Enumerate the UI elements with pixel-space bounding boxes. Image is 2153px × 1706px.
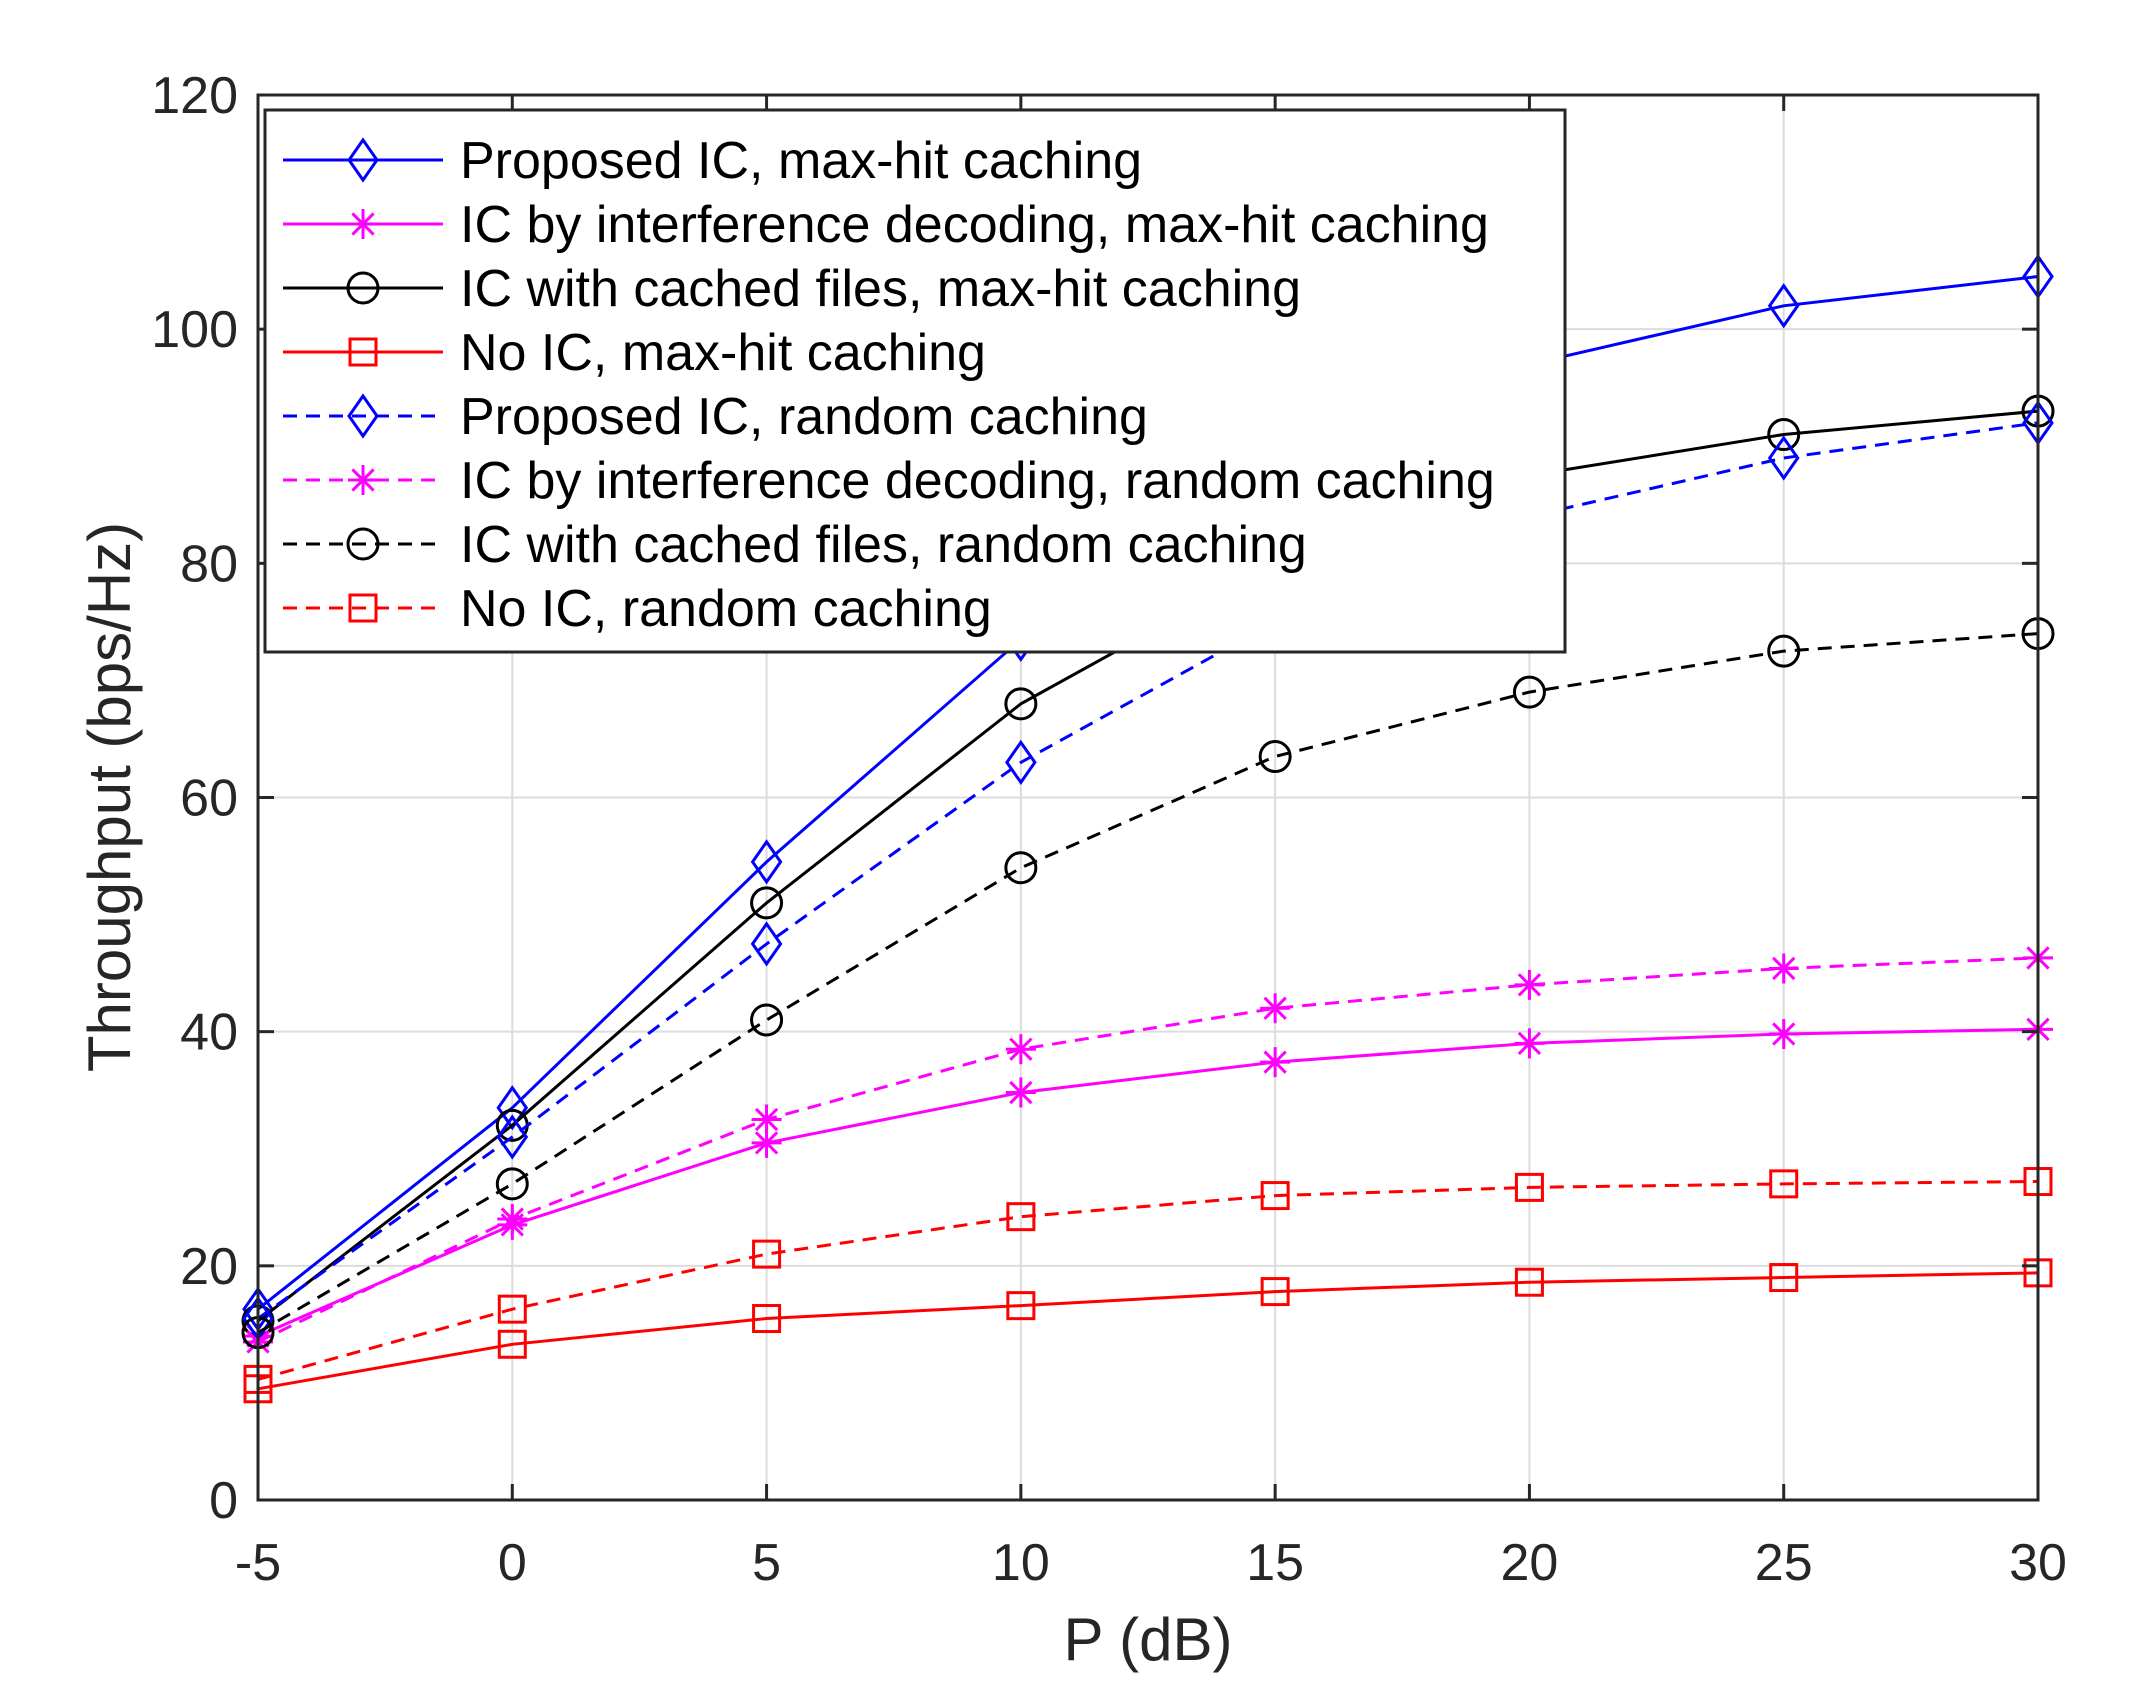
series-line [257, 1027, 2039, 1338]
data-point-marker [752, 1239, 782, 1269]
legend-marker-sample [348, 465, 378, 495]
data-point-marker [496, 1114, 529, 1160]
data-point-marker [497, 1294, 527, 1324]
y-tick-label: 100 [151, 301, 238, 359]
data-point-marker [751, 1127, 782, 1158]
x-tick-label: 10 [992, 1534, 1050, 1592]
data-point-marker [1512, 675, 1546, 709]
series-line [257, 1271, 2039, 1391]
x-tick-label: 30 [2009, 1534, 2067, 1592]
y-tick-label: 60 [180, 770, 238, 828]
data-point-marker [1514, 1028, 1545, 1059]
data-point-marker [750, 839, 783, 885]
y-tick-label: 20 [180, 1238, 238, 1296]
data-point-marker [1004, 851, 1038, 885]
legend-entry: IC with cached files, max-hit caching [283, 260, 1301, 318]
legend-marker-sample [346, 527, 380, 561]
data-point-marker [1767, 418, 1801, 452]
legend-marker-sample [348, 593, 378, 623]
data-point-marker [1768, 1019, 1799, 1050]
legend-entry: IC by interference decoding, random cach… [283, 452, 1495, 510]
data-point-marker [1258, 740, 1292, 774]
legend-marker-sample [347, 393, 379, 439]
legend-label: Proposed IC, random caching [460, 388, 1148, 446]
data-point-marker [1260, 1277, 1290, 1307]
x-tick-label: 5 [752, 1534, 781, 1592]
series-line [257, 632, 2039, 1334]
data-point-marker [497, 1329, 527, 1359]
x-tick-label: -5 [235, 1534, 281, 1592]
legend-entry: No IC, random caching [283, 580, 992, 638]
data-point-marker [1260, 993, 1291, 1024]
legend-entry: No IC, max-hit caching [283, 324, 986, 382]
x-tick-label: 25 [1755, 1534, 1813, 1592]
y-tick-label: 0 [209, 1472, 238, 1530]
legend-label: IC by interference decoding, max-hit cac… [460, 196, 1489, 254]
legend-label: No IC, max-hit caching [460, 324, 986, 382]
data-point-marker [1767, 283, 1800, 329]
x-tick-label: 0 [498, 1534, 527, 1592]
legend-entry: Proposed IC, max-hit caching [283, 132, 1142, 190]
legend-entry: Proposed IC, random caching [283, 388, 1148, 446]
x-axis-label: P (dB) [1064, 1606, 1233, 1673]
legend-label: IC with cached files, max-hit caching [460, 260, 1301, 318]
data-point-marker [1004, 687, 1038, 721]
legend-marker-sample [348, 337, 378, 367]
legend-marker-sample [346, 271, 380, 305]
data-point-marker [1006, 1291, 1036, 1321]
y-tick-label: 120 [151, 67, 238, 125]
legend-label: IC with cached files, random caching [460, 516, 1307, 574]
y-tick-label: 40 [180, 1004, 238, 1062]
data-point-marker [496, 1085, 529, 1131]
legend-entry: IC by interference decoding, max-hit cac… [283, 196, 1489, 254]
legend-label: Proposed IC, max-hit caching [460, 132, 1142, 190]
legend-marker-sample [347, 137, 379, 183]
data-point-marker [751, 1104, 782, 1135]
series-line [257, 956, 2039, 1344]
x-tick-label: 15 [1246, 1534, 1304, 1592]
data-point-marker [1005, 739, 1037, 785]
y-axis-label: Throughput (bps/Hz) [76, 522, 143, 1072]
data-point-marker [1005, 1077, 1036, 1108]
legend-entry: IC with cached files, random caching [283, 516, 1307, 574]
data-point-marker [1260, 1047, 1291, 1078]
series-line [257, 421, 2039, 1320]
data-point-marker [497, 1204, 528, 1234]
data-point-marker [1767, 634, 1801, 668]
legend: Proposed IC, max-hit caching IC by interf… [263, 108, 1567, 654]
data-point-marker [1005, 1034, 1036, 1065]
data-point-marker [1768, 953, 1799, 984]
legend-marker-sample [348, 209, 378, 239]
series-line [257, 1180, 2039, 1381]
data-point-marker [1769, 1169, 1799, 1199]
data-point-marker [1514, 969, 1545, 1000]
legend-box [263, 108, 1567, 654]
data-point-marker [1006, 1202, 1036, 1232]
data-point-marker [750, 886, 784, 920]
data-point-marker [750, 1003, 784, 1037]
data-point-marker [1769, 1263, 1799, 1293]
legend-label: No IC, random caching [460, 580, 992, 638]
data-point-marker [1514, 1172, 1544, 1202]
data-point-marker [752, 1304, 782, 1334]
data-point-marker [495, 1167, 529, 1201]
data-point-marker [1260, 1181, 1290, 1211]
data-point-marker [750, 921, 783, 967]
data-point-marker [1767, 435, 1800, 481]
legend-label: IC by interference decoding, random cach… [460, 452, 1495, 510]
y-tick-label: 80 [180, 535, 238, 593]
data-point-marker [1514, 1267, 1544, 1297]
x-tick-label: 20 [1501, 1534, 1559, 1592]
